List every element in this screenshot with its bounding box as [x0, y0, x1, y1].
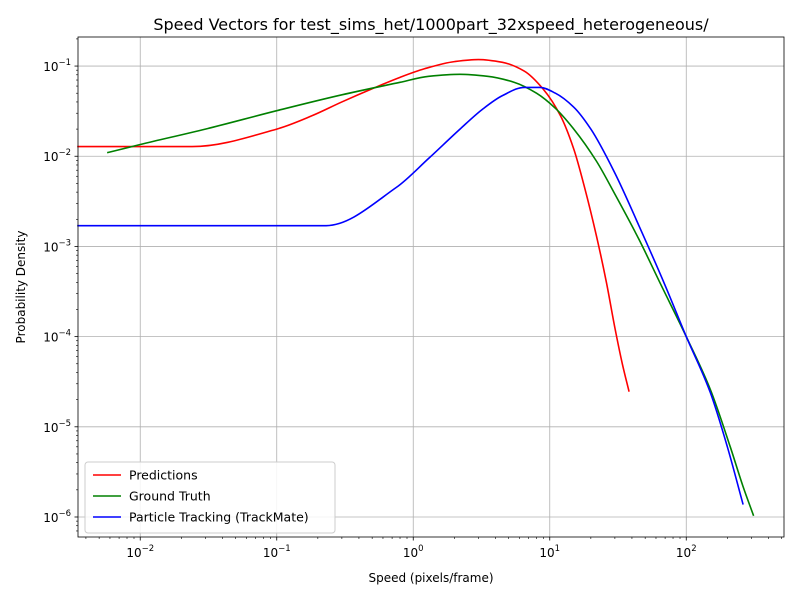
y-tick-label: 10−2 [43, 148, 71, 164]
legend-label-3: Particle Tracking (TrackMate) [129, 510, 309, 525]
legend-box [84, 461, 336, 534]
y-axis-ticks: 10−6 10−5 10−4 10−3 10−2 10−1 [43, 38, 78, 532]
y-tick-label: 10−1 [43, 58, 71, 74]
legend: Predictions Ground Truth Particle Tracking… [84, 461, 336, 534]
x-tick-label: 10−1 [263, 544, 291, 560]
series-line-3 [77, 86, 744, 505]
x-tick-label: 102 [676, 544, 697, 560]
y-tick-label: 10−5 [43, 419, 71, 435]
legend-label-2: Ground Truth [129, 489, 211, 504]
x-axis-ticks: 10−2 10−1 100 101 102 [85, 537, 782, 560]
x-tick-label: 10−2 [126, 544, 154, 560]
plot-frame [77, 36, 785, 538]
y-tick-label: 10−4 [43, 329, 71, 345]
y-tick-label: 10−3 [43, 238, 71, 254]
x-tick-label: 100 [403, 544, 424, 560]
legend-label-1: Predictions [129, 468, 198, 483]
y-axis-label: Probability Density [14, 231, 28, 344]
series-line-1 [77, 58, 630, 392]
chart-title: Speed Vectors for test_sims_het/1000part… [153, 15, 709, 35]
y-tick-label: 10−6 [43, 509, 71, 525]
series-layer [77, 58, 755, 517]
x-tick-label: 101 [539, 544, 560, 560]
x-axis-label: Speed (pixels/frame) [368, 571, 493, 585]
